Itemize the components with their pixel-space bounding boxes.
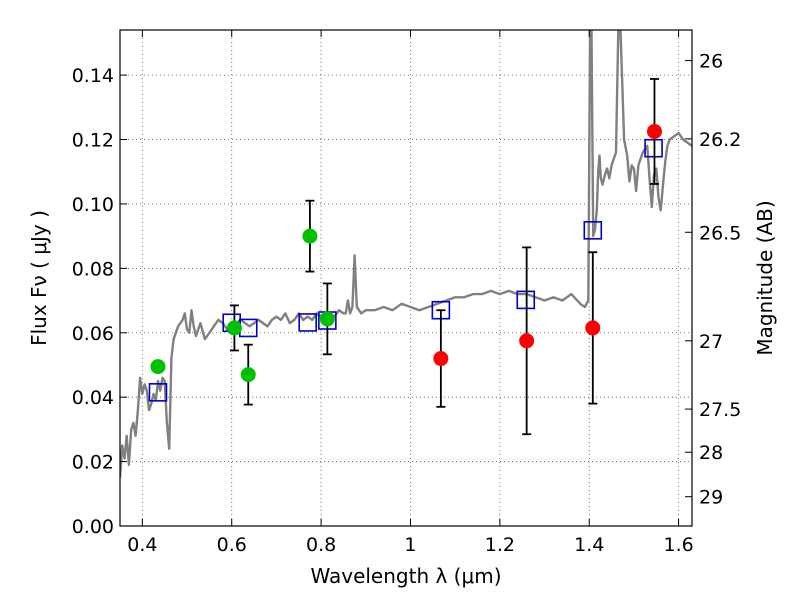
x-axis-label: Wavelength λ (μm)	[310, 564, 501, 588]
red-data-point	[433, 351, 449, 367]
model-photometry-square	[583, 221, 603, 240]
y2-axis-label: Magnitude (AB)	[753, 200, 777, 355]
y2-tick-label: 26.5	[699, 222, 741, 244]
green-data-point	[226, 320, 242, 336]
x-tick-label: 1.4	[574, 534, 604, 556]
y-tick-label: 0.04	[72, 387, 114, 409]
axis-ticks: 0.4 0.6 0.8 1 1.2 1.4 1.6 0.00 0.02 0.04 0.06 0.08 0…	[72, 30, 741, 556]
y-tick-label: 0.06	[72, 323, 114, 345]
model-photometry-square	[298, 313, 317, 332]
model-photometry-square	[148, 383, 168, 402]
x-tick-label: 0.6	[217, 534, 247, 556]
green-data-point	[302, 228, 318, 244]
model-spectrum-line	[120, 30, 692, 478]
y-tick-label: 0.08	[72, 258, 114, 280]
y-tick-label: 0.00	[72, 516, 114, 538]
plot-area	[120, 30, 692, 478]
plot-background	[120, 30, 692, 526]
y2-tick-label: 28	[699, 442, 723, 464]
x-tick-label: 1	[404, 534, 416, 556]
plot-frame	[119, 29, 693, 527]
red-data-point	[519, 333, 535, 349]
y-tick-label: 0.02	[72, 452, 114, 474]
x-tick-label: 0.4	[127, 534, 157, 556]
x-tick-label: 1.2	[485, 534, 515, 556]
green-data-point	[240, 367, 256, 383]
x-tick-label: 0.8	[306, 534, 336, 556]
y2-tick-label: 27	[699, 331, 723, 353]
y-tick-label: 0.14	[72, 65, 114, 87]
green-data-point	[150, 359, 166, 375]
green-data-point	[319, 311, 335, 327]
y-tick-label: 0.12	[72, 130, 114, 152]
y2-tick-label: 26	[699, 51, 723, 73]
x-tick-label: 1.6	[663, 534, 693, 556]
y2-tick-label: 29	[699, 487, 723, 509]
y-axis-label: Flux Fν ( μJy )	[27, 210, 51, 346]
y-tick-label: 0.10	[72, 194, 114, 216]
red-data-point	[585, 320, 601, 336]
y2-tick-label: 27.5	[699, 399, 741, 421]
y2-tick-label: 26.2	[699, 129, 741, 151]
red-data-point	[646, 123, 662, 139]
